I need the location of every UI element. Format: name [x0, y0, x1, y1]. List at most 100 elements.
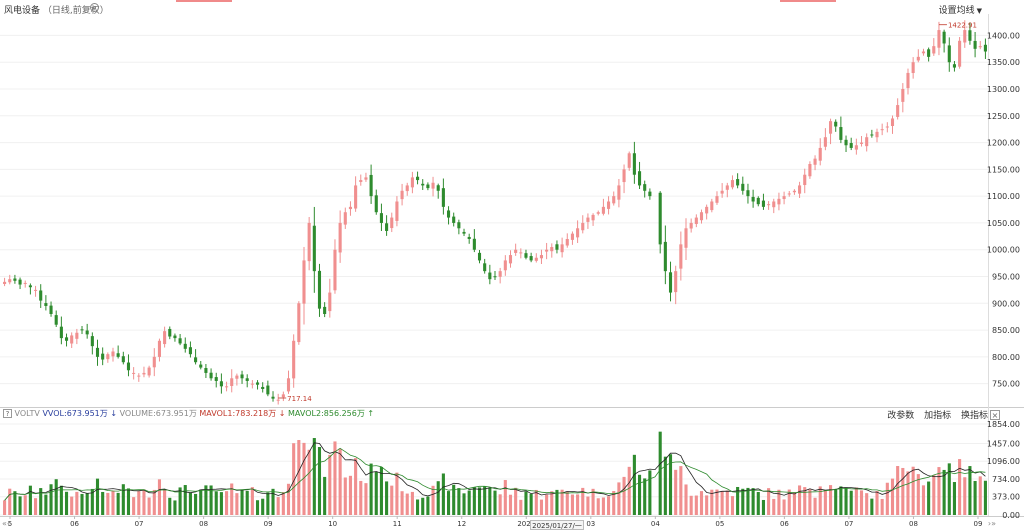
volume-tick-label: 0.00	[1002, 511, 1020, 520]
add-indicator-button[interactable]: 加指标	[924, 411, 952, 421]
ma-setting-button[interactable]: 设置均线 ▼	[939, 3, 982, 16]
volume-bar	[668, 454, 673, 515]
volume-bar	[369, 463, 373, 515]
candle-body	[106, 354, 110, 360]
candle-body	[23, 282, 27, 284]
candle-body	[59, 326, 63, 339]
candle-body	[70, 335, 74, 344]
candle-body	[792, 190, 796, 193]
low-price-label: 717.14	[287, 395, 312, 403]
candle-body	[782, 196, 786, 200]
price-tick-label: 850.00	[992, 326, 1020, 335]
candle-body	[787, 193, 791, 195]
legend-vvol: VVOL:673.951万	[42, 409, 108, 418]
volume-bar	[596, 498, 600, 515]
volume-bar	[834, 489, 838, 515]
volume-bar	[292, 443, 296, 515]
volume-bar	[452, 484, 456, 515]
candle-body	[369, 174, 373, 197]
volume-bar	[261, 498, 265, 515]
volume-bar	[3, 500, 7, 515]
candle-body	[663, 241, 667, 272]
switch-indicator-button[interactable]: 换指标	[960, 411, 988, 421]
candle-body	[607, 201, 611, 209]
volume-bar	[519, 499, 523, 515]
candle-body	[328, 292, 332, 312]
price-tick-label: 1100.00	[987, 192, 1020, 201]
candle-body	[983, 44, 987, 52]
candle-body	[307, 222, 311, 262]
candle-body	[937, 30, 941, 48]
scroll-left-icon[interactable]: «‹	[2, 519, 11, 528]
change-params-button[interactable]: 改参数	[887, 411, 915, 421]
volume-bar	[803, 487, 807, 515]
volume-bar	[199, 489, 203, 515]
candle-body	[699, 212, 704, 221]
x-tick-label: 09	[264, 520, 273, 528]
candle-body	[880, 129, 884, 131]
volume-bar	[395, 472, 399, 515]
volume-bar	[8, 488, 12, 515]
volume-bar	[472, 487, 476, 515]
candle-body	[529, 256, 533, 261]
close-icon[interactable]: ×	[990, 410, 1000, 420]
scroll-right-icon[interactable]: ›»	[987, 519, 996, 528]
help-icon[interactable]: ?	[3, 409, 12, 418]
volume-bar	[225, 491, 229, 515]
volume-bar	[694, 495, 698, 515]
candle-body	[199, 364, 203, 368]
x-axis-line	[0, 516, 1024, 517]
price-tick-label: 1250.00	[987, 112, 1020, 121]
volume-bar	[772, 498, 776, 515]
volume-bar	[617, 482, 621, 515]
volume-bar	[126, 488, 131, 515]
volume-bar	[767, 488, 771, 515]
volume-bar	[286, 483, 291, 515]
candle-body	[405, 185, 409, 192]
volume-bar	[178, 487, 182, 515]
volume-bar	[34, 498, 38, 515]
candle-body	[911, 62, 915, 74]
candle-body	[343, 212, 347, 225]
candle-body	[255, 382, 260, 385]
candle-body	[214, 377, 218, 381]
candle-body	[54, 315, 58, 325]
volume-bar	[818, 486, 822, 515]
candle-body	[126, 362, 131, 371]
volume-tick-label: 1854.00	[987, 420, 1020, 429]
arrow-down-icon: ↓	[110, 409, 118, 418]
volume-bar	[777, 489, 781, 515]
candle-body	[973, 40, 977, 49]
volume-bar	[441, 473, 445, 515]
candle-body	[710, 201, 714, 211]
volume-bar	[467, 490, 471, 515]
volume-bar	[947, 463, 951, 515]
volume-bar	[555, 489, 559, 515]
candle-body	[777, 198, 781, 205]
volume-bar	[658, 431, 662, 515]
volume-bar	[792, 492, 796, 515]
candle-body	[431, 182, 435, 189]
candle-body	[385, 223, 389, 231]
volume-bar	[173, 500, 177, 515]
volume-bar	[839, 486, 843, 515]
candle-body	[163, 331, 167, 345]
volume-bar	[854, 487, 858, 515]
candle-body	[178, 338, 182, 344]
candle-body	[761, 200, 765, 207]
volume-bar	[338, 448, 342, 515]
volume-bar	[622, 476, 626, 515]
gear-icon[interactable]	[90, 3, 99, 12]
price-tick-label: 1400.00	[987, 31, 1020, 40]
volume-bar	[870, 498, 874, 515]
candle-body	[958, 40, 962, 67]
candle-body	[286, 378, 291, 392]
x-tick-label: 05	[715, 520, 724, 528]
high-price-label: 1422.91	[948, 22, 977, 30]
candle-body	[560, 244, 564, 253]
volume-bar	[684, 484, 688, 515]
arrow-up-icon: ↑	[367, 409, 375, 418]
x-tick-label: 06	[70, 520, 79, 528]
candle-body	[18, 279, 22, 285]
